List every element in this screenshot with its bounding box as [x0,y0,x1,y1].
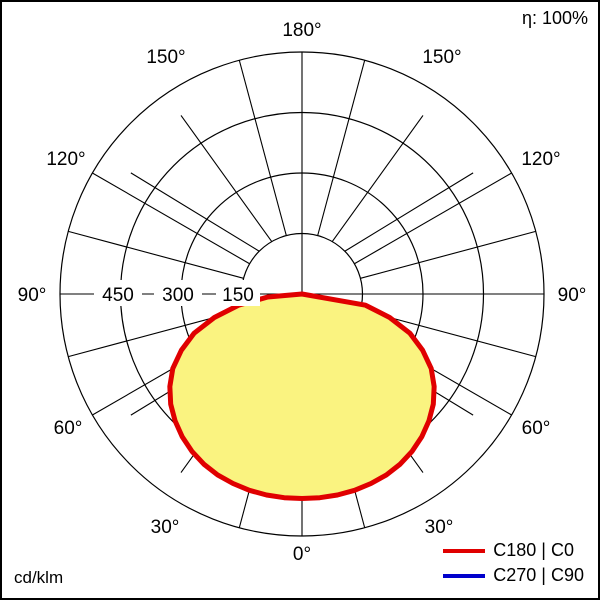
legend-swatch-red [443,548,486,553]
efficiency-label: η: 100% [521,8,588,28]
spoke-45 [344,172,474,252]
angular-axis-labels: 0° 30° 30° 60° 60° 90° 90° 120° 120° 150… [18,20,587,565]
legend-label-c270-c90: C270 | C90 [493,565,584,585]
legend-item-c180-c0[interactable]: C180 | C0 [443,540,584,561]
angle-label-150-left: 150° [146,47,185,68]
unit-label: cd/klm [14,568,64,587]
spoke-315 [130,172,260,252]
angle-label-0: 0° [293,544,311,565]
angle-label-30-right: 30° [425,517,454,538]
spoke-15 [317,60,366,236]
radial-label-450: 450 [102,285,134,306]
angle-label-90-left: 90° [18,285,47,306]
angle-label-90-right: 90° [558,285,587,306]
radial-label-150: 150 [222,285,254,306]
legend-swatch-blue [443,573,486,578]
angle-label-120-left: 120° [46,149,85,170]
angle-label-150-right: 150° [422,47,461,68]
rlabel-bg-450 [94,280,142,306]
spoke-60 [354,172,512,265]
spoke-75 [360,230,536,279]
angle-label-180: 180° [282,20,321,41]
angle-label-30-left: 30° [151,517,180,538]
angle-label-60-right: 60° [522,418,551,439]
legend-item-c270-c90[interactable]: C270 | C90 [443,565,584,586]
radial-axis-labels: 150 300 450 [94,280,260,306]
radial-label-300: 300 [162,285,194,306]
rlabel-bg-150 [216,280,260,306]
spoke-285 [68,230,244,279]
rlabel-bg-300 [154,280,202,306]
spoke-30 [331,115,424,242]
curve-c180-c0 [167,291,437,501]
spoke-345 [238,60,287,236]
legend-label-c180-c0: C180 | C0 [493,540,574,560]
spoke-300 [92,172,250,265]
spoke-330 [180,115,273,242]
legend: C180 | C0 C270 | C90 [443,540,584,586]
angle-label-60-left: 60° [54,418,83,439]
angle-label-120-right: 120° [521,149,560,170]
